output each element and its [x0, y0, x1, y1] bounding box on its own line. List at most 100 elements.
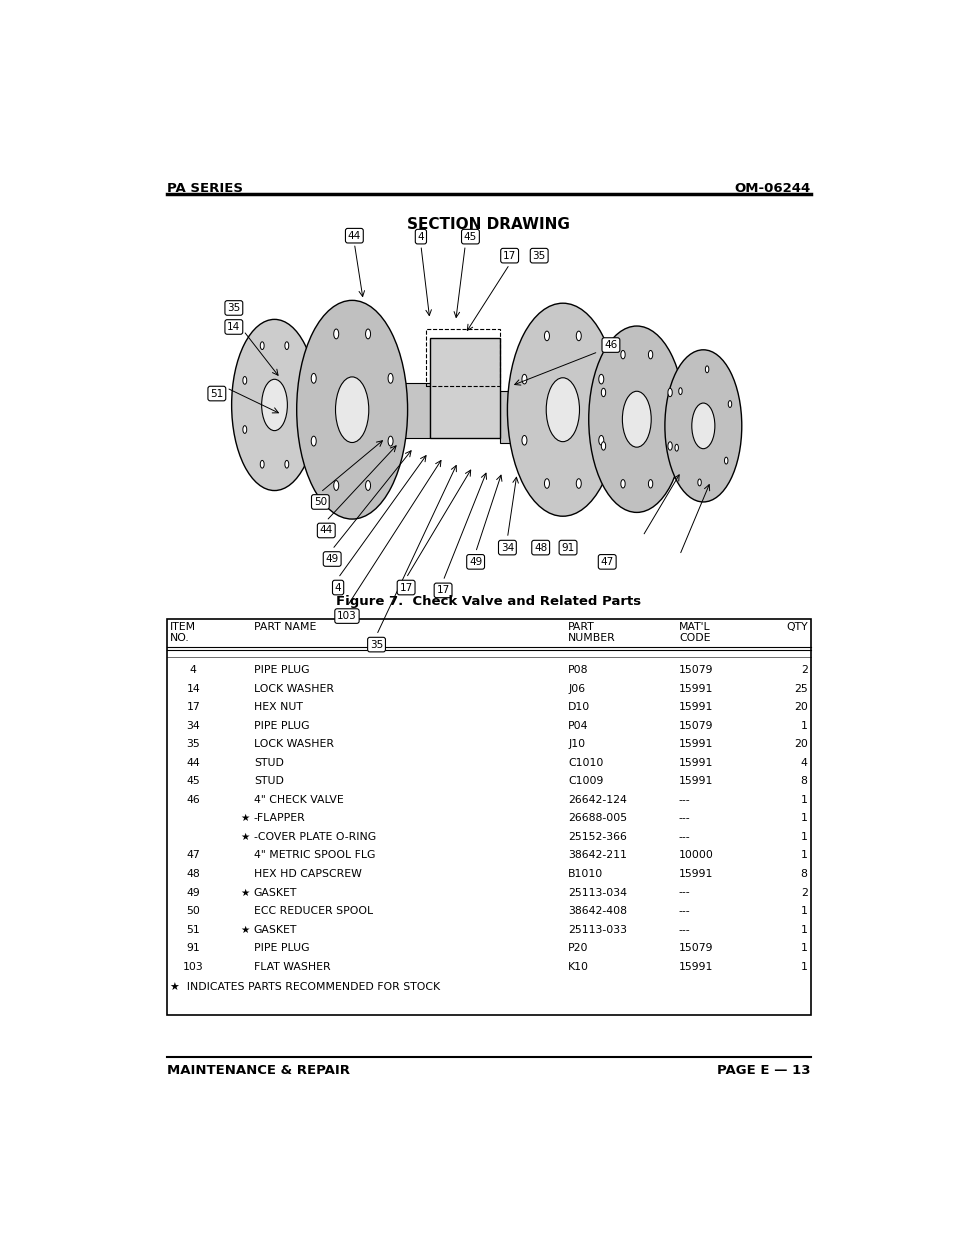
Text: ---: --- [679, 795, 690, 805]
Text: J06: J06 [567, 684, 584, 694]
Text: -FLAPPER: -FLAPPER [253, 814, 305, 824]
Text: 25113-033: 25113-033 [567, 925, 626, 935]
Text: P08: P08 [567, 664, 588, 676]
Text: 15991: 15991 [679, 758, 713, 768]
Ellipse shape [285, 342, 289, 350]
Text: 4: 4 [335, 583, 341, 593]
Text: ★: ★ [240, 832, 250, 842]
Text: 25152-366: 25152-366 [567, 832, 626, 842]
Text: ---: --- [679, 888, 690, 898]
Ellipse shape [546, 378, 578, 442]
Text: 4: 4 [190, 664, 196, 676]
Text: PIPE PLUG: PIPE PLUG [253, 721, 309, 731]
Text: 2: 2 [800, 664, 807, 676]
Ellipse shape [302, 377, 306, 384]
Text: C1010: C1010 [567, 758, 603, 768]
Text: 17: 17 [502, 251, 516, 261]
Text: 45: 45 [186, 777, 200, 787]
Text: 10000: 10000 [679, 851, 713, 861]
Text: 15991: 15991 [679, 684, 713, 694]
Text: FLAT WASHER: FLAT WASHER [253, 962, 330, 972]
Text: 25113-034: 25113-034 [567, 888, 626, 898]
Text: 1: 1 [800, 832, 807, 842]
Text: GASKET: GASKET [253, 925, 297, 935]
Text: 91: 91 [186, 944, 200, 953]
Ellipse shape [311, 436, 315, 446]
Ellipse shape [727, 400, 731, 408]
Ellipse shape [388, 436, 393, 446]
Ellipse shape [243, 377, 247, 384]
Text: 1: 1 [800, 851, 807, 861]
Text: 8: 8 [800, 869, 807, 879]
Text: J10: J10 [567, 740, 584, 750]
Ellipse shape [243, 426, 247, 433]
Text: 4" METRIC SPOOL FLG: 4" METRIC SPOOL FLG [253, 851, 375, 861]
Ellipse shape [620, 351, 624, 359]
Ellipse shape [544, 331, 549, 341]
Text: 26642-124: 26642-124 [567, 795, 626, 805]
Text: PAGE E — 13: PAGE E — 13 [717, 1065, 810, 1077]
Text: PA SERIES: PA SERIES [167, 183, 243, 195]
Ellipse shape [232, 320, 317, 490]
Text: 34: 34 [500, 542, 514, 552]
Text: 15991: 15991 [679, 777, 713, 787]
Text: ---: --- [679, 925, 690, 935]
Text: 50: 50 [186, 906, 200, 916]
Text: OM-06244: OM-06244 [734, 183, 810, 195]
Text: ---: --- [679, 906, 690, 916]
Text: K10: K10 [567, 962, 588, 972]
Text: 48: 48 [534, 542, 547, 552]
Text: B1010: B1010 [567, 869, 602, 879]
Ellipse shape [620, 479, 624, 488]
Text: 17: 17 [399, 583, 413, 593]
Text: 35: 35 [186, 740, 200, 750]
Ellipse shape [600, 388, 605, 396]
Text: HEX NUT: HEX NUT [253, 703, 302, 713]
Text: 14: 14 [186, 684, 200, 694]
Text: PART
NUMBER: PART NUMBER [567, 621, 615, 643]
Ellipse shape [296, 300, 407, 519]
Ellipse shape [334, 329, 338, 338]
Text: 4: 4 [800, 758, 807, 768]
Ellipse shape [311, 373, 315, 383]
Text: 51: 51 [186, 925, 200, 935]
Text: 38642-211: 38642-211 [567, 851, 626, 861]
Ellipse shape [365, 329, 370, 338]
Text: 1: 1 [800, 944, 807, 953]
Text: 35: 35 [227, 303, 240, 312]
Ellipse shape [576, 331, 580, 341]
Text: P20: P20 [567, 944, 588, 953]
Text: P04: P04 [567, 721, 588, 731]
Ellipse shape [678, 388, 681, 394]
Text: 4" CHECK VALVE: 4" CHECK VALVE [253, 795, 343, 805]
Ellipse shape [335, 377, 369, 442]
Ellipse shape [261, 379, 287, 431]
Text: 49: 49 [469, 557, 481, 567]
Text: 46: 46 [186, 795, 200, 805]
FancyBboxPatch shape [499, 390, 639, 443]
Text: 51: 51 [210, 389, 223, 399]
Text: STUD: STUD [253, 758, 283, 768]
FancyBboxPatch shape [429, 338, 499, 438]
Text: ITEM
NO.: ITEM NO. [170, 621, 196, 643]
Ellipse shape [691, 403, 714, 448]
Ellipse shape [302, 426, 306, 433]
Text: 35: 35 [370, 640, 383, 650]
Text: D10: D10 [567, 703, 590, 713]
Text: C1009: C1009 [567, 777, 603, 787]
Text: 20: 20 [793, 740, 807, 750]
Text: -COVER PLATE O-RING: -COVER PLATE O-RING [253, 832, 375, 842]
Text: 35: 35 [532, 251, 545, 261]
Text: 15991: 15991 [679, 869, 713, 879]
Text: Figure 7.  Check Valve and Related Parts: Figure 7. Check Valve and Related Parts [336, 595, 640, 608]
Text: 1: 1 [800, 795, 807, 805]
Text: PIPE PLUG: PIPE PLUG [253, 664, 309, 676]
Ellipse shape [544, 479, 549, 488]
Text: 38642-408: 38642-408 [567, 906, 626, 916]
Text: 44: 44 [186, 758, 200, 768]
Text: 34: 34 [186, 721, 200, 731]
Text: 26688-005: 26688-005 [567, 814, 626, 824]
Text: 4: 4 [417, 232, 424, 242]
Text: PART NAME: PART NAME [253, 621, 315, 632]
Text: 103: 103 [336, 611, 356, 621]
